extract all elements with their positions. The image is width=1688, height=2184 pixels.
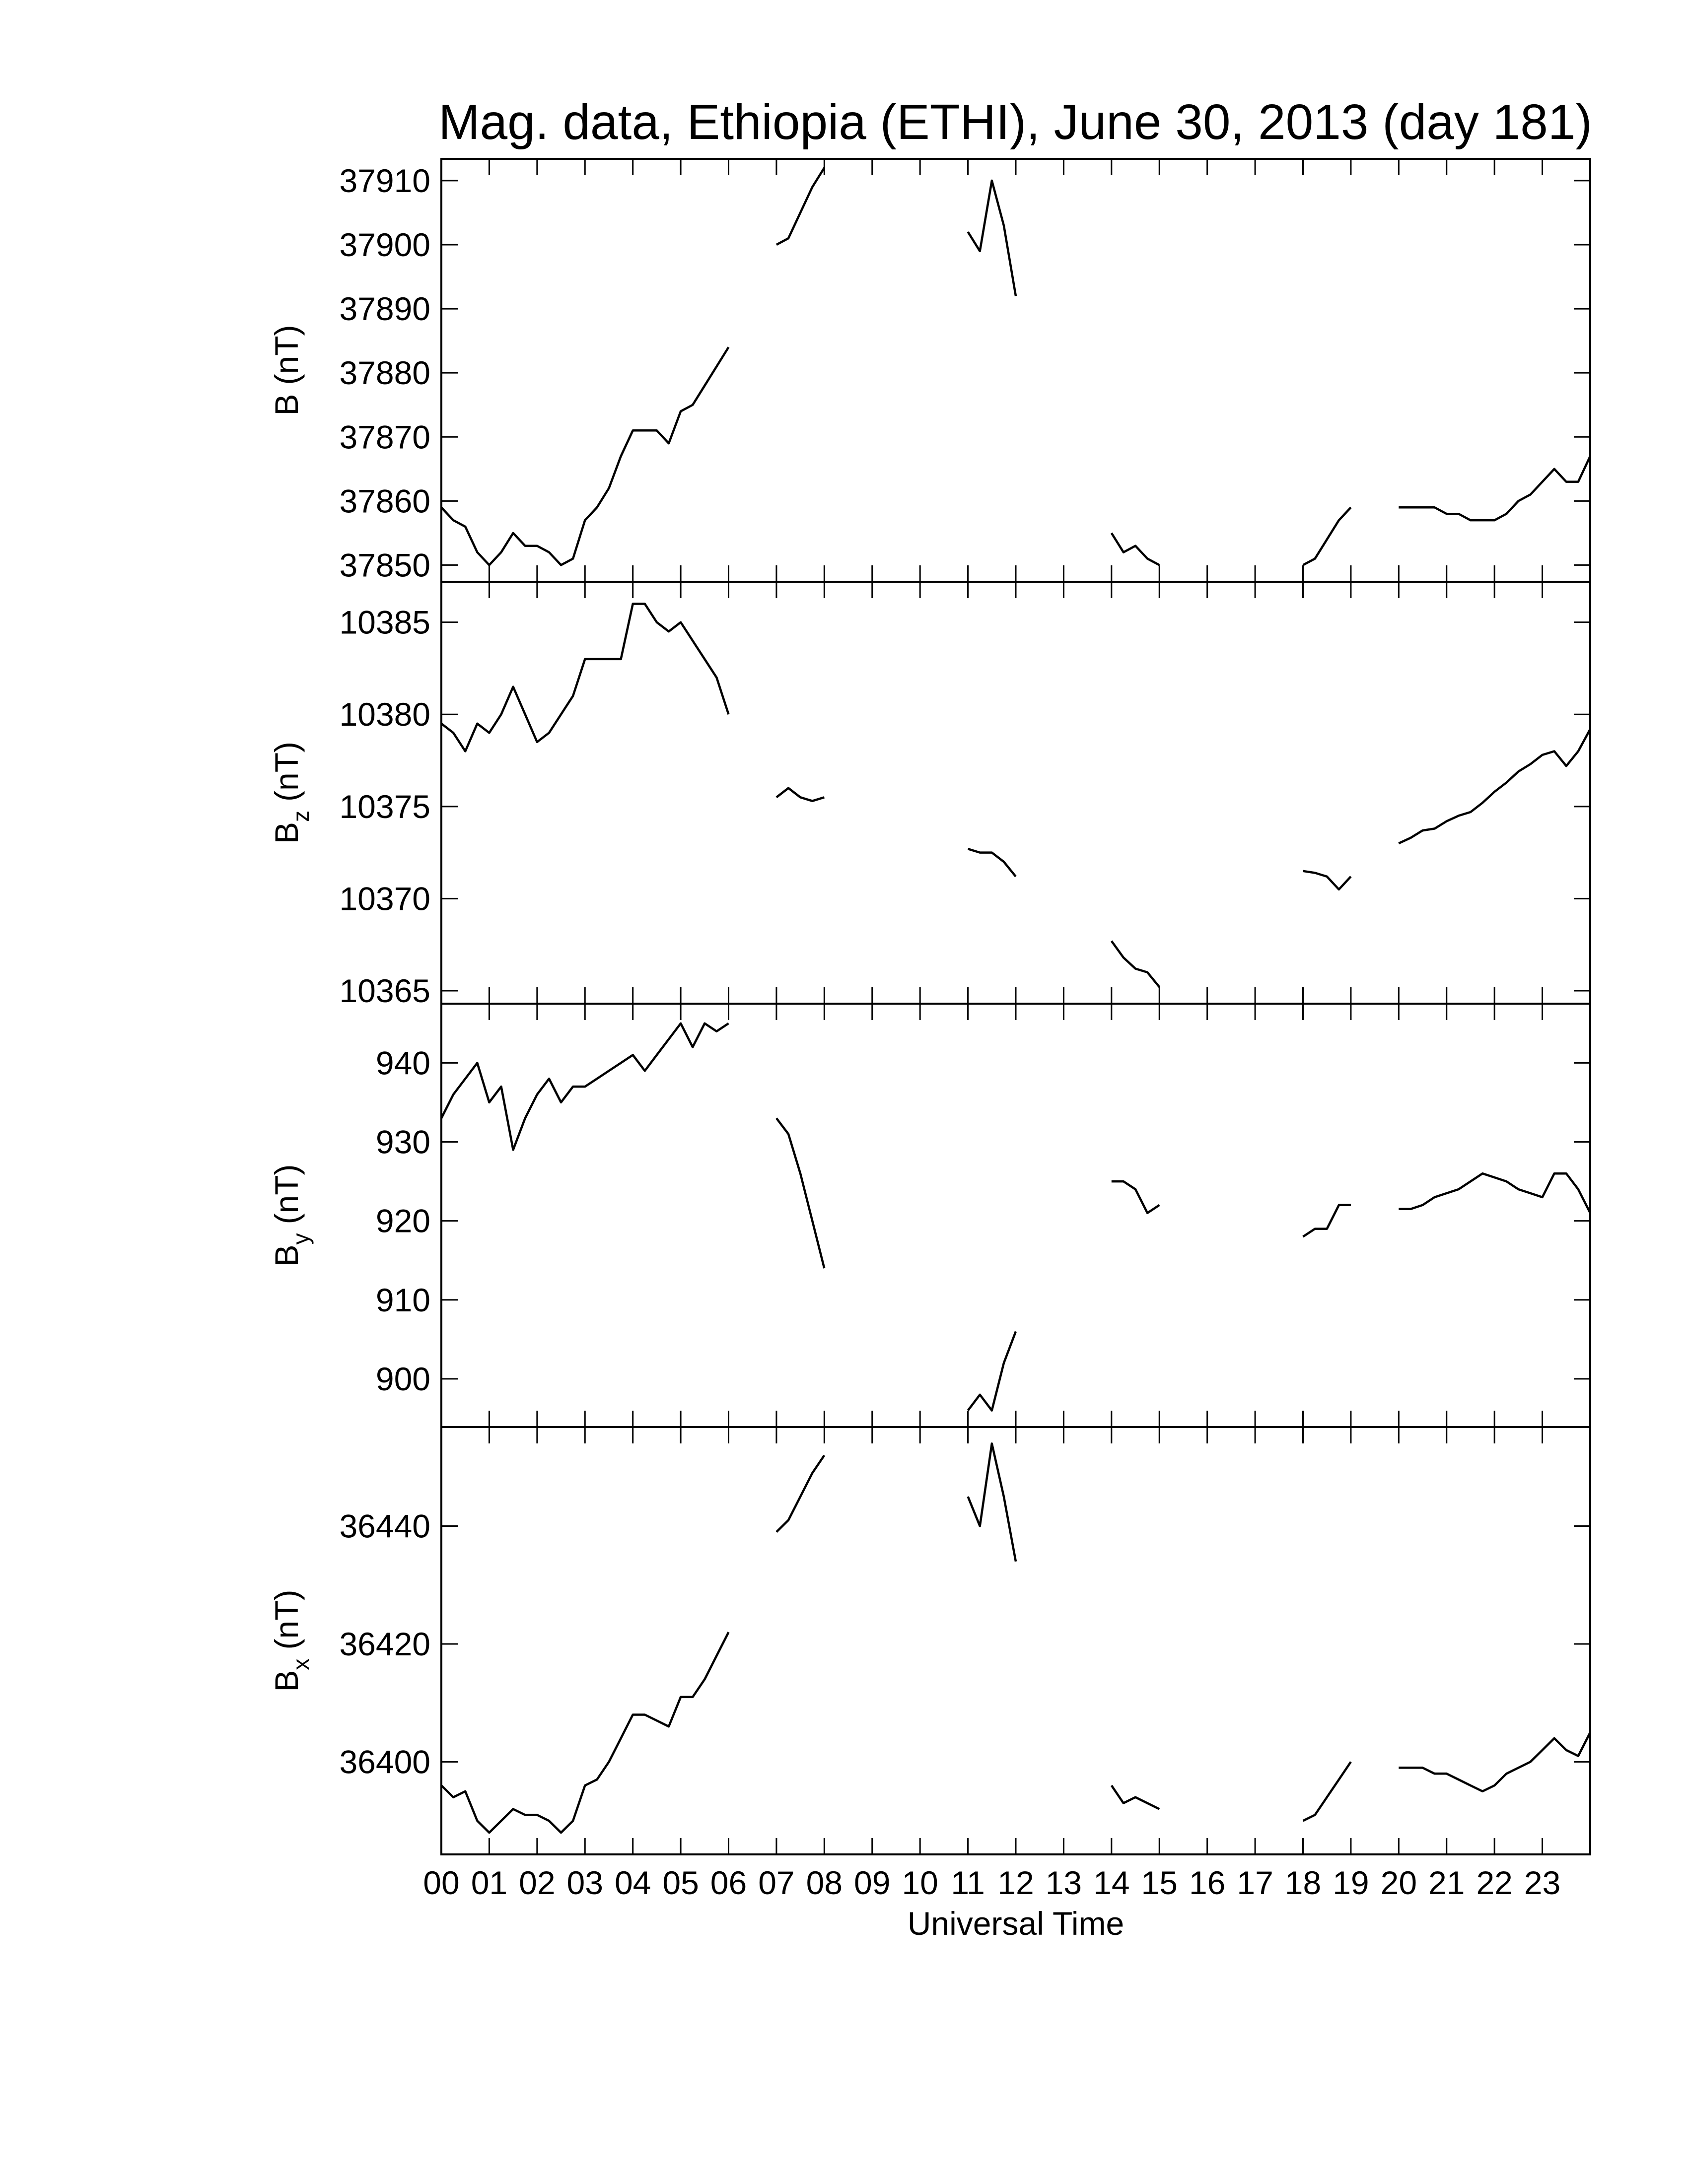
y-axis-label: B (nT) — [268, 325, 305, 415]
y-tick-label: 37850 — [339, 546, 430, 583]
x-tick-label: 15 — [1141, 1864, 1178, 1901]
y-axis-label-subscript: y — [288, 1233, 314, 1244]
x-tick-label: 16 — [1189, 1864, 1225, 1901]
y-axis-label-symbol: B — [268, 1670, 305, 1692]
x-tick-label: 10 — [902, 1864, 938, 1901]
x-tick-label: 02 — [519, 1864, 555, 1901]
y-tick-label: 10385 — [339, 604, 430, 641]
x-tick-label: 21 — [1428, 1864, 1465, 1901]
data-line — [440, 167, 1592, 566]
y-axis-label-subscript: z — [288, 811, 314, 822]
y-tick-label: 10370 — [339, 880, 430, 917]
y-axis-label-symbol: B — [268, 394, 305, 415]
y-axis-label-unit: (nT) — [268, 742, 305, 802]
y-axis-label-unit: (nT) — [268, 325, 305, 385]
y-tick-label: 940 — [376, 1044, 430, 1081]
y-axis-label-unit: (nT) — [268, 1164, 305, 1224]
y-tick-label: 36440 — [339, 1508, 430, 1545]
x-tick-label: 03 — [567, 1864, 603, 1901]
y-tick-label: 930 — [376, 1123, 430, 1160]
y-tick-label: 920 — [376, 1203, 430, 1239]
y-tick-label: 37910 — [339, 162, 430, 199]
y-axis-label-symbol: B — [268, 1244, 305, 1266]
y-tick-label: 900 — [376, 1361, 430, 1397]
x-tick-label: 00 — [423, 1864, 459, 1901]
y-tick-label: 37870 — [339, 418, 430, 455]
x-tick-label: 01 — [471, 1864, 507, 1901]
y-tick-label: 36400 — [339, 1744, 430, 1780]
y-axis-label-unit: (nT) — [268, 1589, 305, 1649]
x-tick-label: 22 — [1476, 1864, 1512, 1901]
y-axis-label: By (nT) — [268, 1164, 314, 1266]
data-line — [440, 603, 1591, 988]
x-tick-label: 06 — [710, 1864, 747, 1901]
x-tick-label: 08 — [806, 1864, 843, 1901]
y-tick-label: 36420 — [339, 1626, 430, 1662]
y-axis-label-subscript: x — [288, 1658, 314, 1670]
y-axis-label: Bz (nT) — [268, 742, 314, 844]
x-tick-label: 19 — [1333, 1864, 1369, 1901]
x-tick-label: 11 — [951, 1864, 985, 1901]
data-line — [440, 1442, 1592, 1834]
data-line — [440, 1022, 1592, 1412]
x-tick-label: 17 — [1237, 1864, 1273, 1901]
y-axis-label-symbol: B — [268, 822, 305, 844]
y-tick-label: 37880 — [339, 354, 430, 391]
x-axis-label: Universal Time — [908, 1905, 1124, 1942]
x-tick-label: 18 — [1285, 1864, 1321, 1901]
x-tick-label: 20 — [1381, 1864, 1417, 1901]
y-tick-label: 37860 — [339, 482, 430, 519]
y-tick-label: 910 — [376, 1282, 430, 1318]
x-tick-label: 07 — [758, 1864, 794, 1901]
x-tick-label: 04 — [615, 1864, 651, 1901]
y-tick-label: 37890 — [339, 290, 430, 327]
x-tick-label: 09 — [854, 1864, 890, 1901]
chart-title: Mag. data, Ethiopia (ETHI), June 30, 201… — [438, 94, 1592, 150]
y-tick-label: 10365 — [339, 972, 430, 1009]
y-tick-label: 10380 — [339, 696, 430, 733]
x-tick-label: 13 — [1046, 1864, 1082, 1901]
y-tick-label: 37900 — [339, 226, 430, 263]
y-tick-label: 10375 — [339, 788, 430, 825]
x-tick-label: 12 — [997, 1864, 1034, 1901]
x-tick-label: 23 — [1524, 1864, 1560, 1901]
x-tick-label: 14 — [1093, 1864, 1129, 1901]
x-tick-label: 05 — [662, 1864, 699, 1901]
y-axis-label: Bx (nT) — [268, 1589, 314, 1692]
